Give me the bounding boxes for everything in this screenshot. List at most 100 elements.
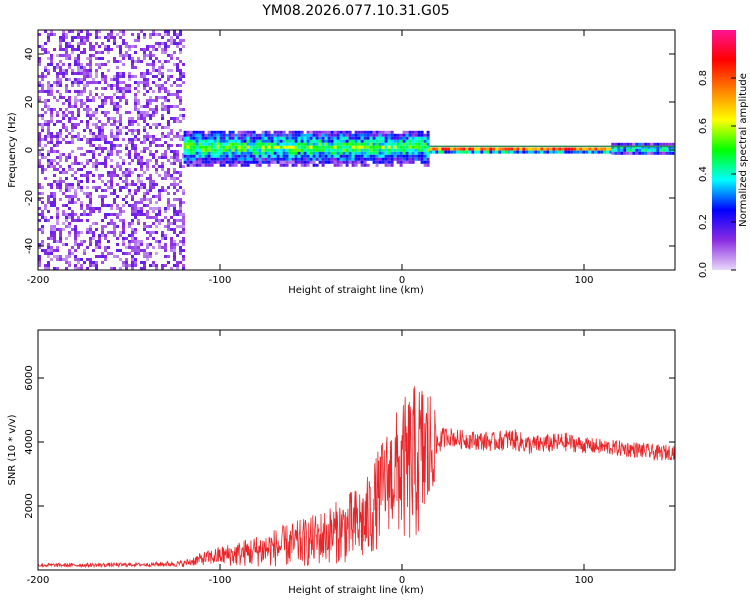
heatmap-cell [179,138,182,141]
heatmap-cell [53,165,56,168]
heatmap-cell [59,36,62,39]
heatmap-cell [179,204,182,207]
x-tick-label: -200 [27,575,50,586]
heatmap-cell [131,246,134,249]
heatmap-cell [56,216,59,219]
heatmap-cell [59,93,62,96]
heatmap-cell [41,78,44,81]
heatmap-cell [113,123,116,126]
heatmap-cell [164,210,167,213]
heatmap-cell [176,267,179,270]
heatmap-cell [161,117,164,120]
heatmap-cell [173,213,176,216]
heatmap-cell [143,225,146,228]
heatmap-cell [143,105,146,108]
heatmap-cell [210,139,214,143]
heatmap-cell [137,123,140,126]
heatmap-cell [273,151,277,155]
heatmap-cell [41,186,44,189]
heatmap-cell [243,130,247,134]
heatmap-cell [192,142,196,146]
heatmap-cell [164,45,167,48]
heatmap-cell [137,138,140,141]
heatmap-cell [294,133,298,137]
heatmap-cell [119,117,122,120]
heatmap-cell [38,114,41,117]
heatmap-cell [68,78,71,81]
heatmap-cell [363,160,367,164]
heatmap-cell [59,165,62,168]
heatmap-cell [146,132,149,135]
heatmap-cell [152,210,155,213]
heatmap-cell [77,111,80,114]
heatmap-cell [471,150,475,154]
heatmap-cell [65,216,68,219]
heatmap-cell [38,261,41,264]
heatmap-cell [408,145,412,149]
heatmap-cell [83,192,86,195]
heatmap-cell [300,157,304,161]
heatmap-cell [375,151,379,155]
heatmap-cell [152,99,155,102]
heatmap-cell [50,225,53,228]
heatmap-cell [95,264,98,267]
heatmap-cell [285,157,289,161]
heatmap-cell [405,145,409,149]
heatmap-cell [176,33,179,36]
heatmap-cell [143,126,146,129]
heatmap-cell [579,150,583,154]
heatmap-cell [71,252,74,255]
heatmap-cell [53,150,56,153]
heatmap-cell [119,114,122,117]
heatmap-cell [128,264,131,267]
spectrogram-heatmap [38,30,675,270]
heatmap-cell [519,147,523,151]
heatmap-cell [210,133,214,137]
heatmap-cell [333,157,337,161]
heatmap-cell [41,243,44,246]
heatmap-cell [164,246,167,249]
heatmap-cell [375,163,379,167]
heatmap-cell [255,139,259,143]
heatmap-cell [158,72,161,75]
heatmap-cell [41,228,44,231]
heatmap-cell [44,42,47,45]
heatmap-cell [261,130,265,134]
heatmap-cell [372,151,376,155]
heatmap-cell [119,81,122,84]
heatmap-cell [603,150,607,154]
heatmap-cell [143,141,146,144]
heatmap-cell [161,246,164,249]
heatmap-cell [107,141,110,144]
heatmap-cell [219,145,223,149]
heatmap-cell [155,96,158,99]
heatmap-cell [213,136,217,140]
heatmap-cell [399,163,403,167]
heatmap-cell [173,51,176,54]
heatmap-cell [104,147,107,150]
heatmap-cell [369,133,373,137]
heatmap-cell [179,144,182,147]
heatmap-cell [101,255,104,258]
heatmap-cell [330,133,334,137]
heatmap-cell [243,160,247,164]
heatmap-cell [182,231,185,234]
heatmap-cell [56,132,59,135]
heatmap-cell [146,165,149,168]
heatmap-cell [95,168,98,171]
heatmap-cell [158,192,161,195]
heatmap-cell [101,147,104,150]
heatmap-cell [240,130,244,134]
heatmap-cell [210,157,214,161]
heatmap-cell [56,54,59,57]
heatmap-cell [140,75,143,78]
heatmap-cell [65,126,68,129]
heatmap-cell [74,195,77,198]
heatmap-cell [558,150,562,154]
heatmap-cell [86,246,89,249]
heatmap-cell [86,267,89,270]
heatmap-cell [119,99,122,102]
heatmap-cell [182,267,185,270]
heatmap-cell [396,142,400,146]
heatmap-cell [158,87,161,90]
